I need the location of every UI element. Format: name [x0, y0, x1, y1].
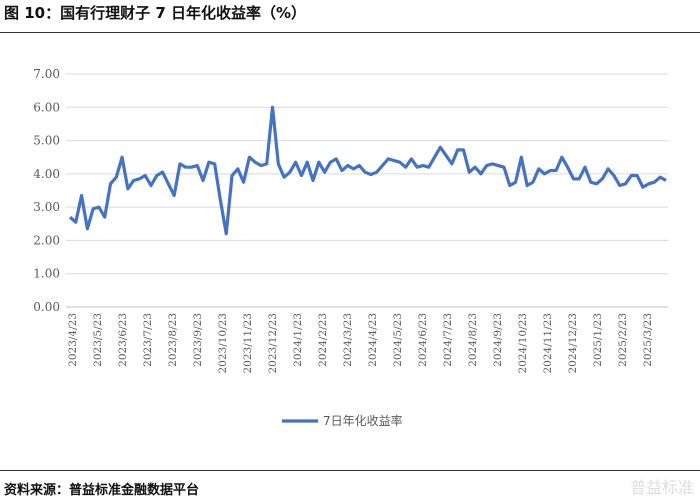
x-tick-label: 2024/11/23 [542, 313, 554, 374]
x-tick-label: 2023/5/23 [92, 313, 104, 367]
x-tick-label: 2023/7/23 [142, 313, 154, 367]
x-tick-label: 2024/8/23 [467, 313, 479, 367]
figure-title: 图 10：国有行理财子 7 日年化收益率（%） [4, 4, 307, 22]
x-tick-label: 2024/9/23 [492, 313, 504, 367]
watermark: 普益标准 [629, 478, 694, 497]
x-tick-label: 2023/4/23 [67, 313, 79, 367]
y-tick-label: 4.00 [33, 167, 60, 181]
series-line [68, 105, 667, 236]
y-tick-label: 5.00 [33, 134, 60, 148]
y-tick-label: 2.00 [33, 233, 60, 247]
footer-divider [0, 470, 700, 471]
x-tick-label: 2024/1/23 [292, 313, 304, 367]
x-tick-label: 2023/9/23 [192, 313, 204, 367]
y-tick-label: 0.00 [33, 300, 60, 314]
x-tick-label: 2024/6/23 [417, 313, 429, 367]
x-tick-label: 2024/4/23 [367, 313, 379, 367]
title-divider [0, 32, 700, 33]
y-tick-label: 3.00 [33, 200, 60, 214]
x-tick-label: 2023/10/23 [217, 313, 229, 374]
x-tick-label: 2024/7/23 [442, 313, 454, 367]
y-tick-label: 6.00 [33, 100, 60, 114]
x-tick-label: 2023/8/23 [167, 313, 179, 367]
y-tick-label: 1.00 [33, 267, 60, 281]
x-tick-label: 2024/10/23 [517, 313, 529, 374]
x-tick-label: 2023/11/23 [242, 313, 254, 374]
x-tick-label: 2024/5/23 [392, 313, 404, 367]
source-note: 资料来源：普益标准金融数据平台 [4, 483, 200, 498]
y-tick-label: 7.00 [33, 67, 60, 81]
x-tick-label: 2024/12/23 [567, 313, 579, 374]
x-tick-label: 2024/3/23 [342, 313, 354, 367]
x-tick-label: 2025/3/23 [642, 313, 654, 367]
legend-label: 7日年化收益率 [323, 413, 403, 428]
x-tick-label: 2025/2/23 [617, 313, 629, 367]
x-tick-label: 2023/6/23 [117, 313, 129, 367]
x-tick-label: 2024/2/23 [317, 313, 329, 367]
x-tick-label: 2025/1/23 [592, 313, 604, 367]
line-chart: 0.00 1.00 2.00 3.00 4.00 5.00 6.00 7.00 2023/4/2… [33, 67, 668, 428]
x-tick-label: 2023/12/23 [267, 313, 279, 374]
